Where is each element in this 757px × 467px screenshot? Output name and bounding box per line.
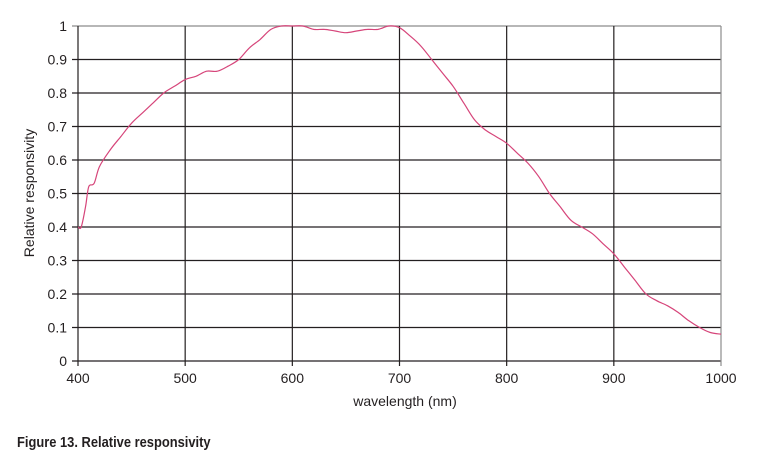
y-axis-ticks: 0 0.1 0.2 0.3 0.4 0.5 0.6 0.7 0.8 0.9 1 [48,18,68,369]
x-tick-label: 800 [495,370,519,386]
y-tick-label: 0.2 [48,286,68,302]
y-tick-label: 0.1 [48,320,68,336]
y-axis-label: Relative responsivity [21,129,37,257]
y-tick-label: 0 [59,353,67,369]
x-axis-label: wavelength (nm) [352,393,457,409]
y-tick-label: 1 [59,18,67,34]
x-axis-ticks: 400 500 600 700 800 900 1000 [66,370,736,386]
y-tick-label: 0.6 [48,152,68,168]
y-tick-label: 0.4 [48,219,68,235]
y-tick-label: 0.5 [48,186,68,202]
figure-caption: Figure 13. Relative responsivity [17,434,211,451]
x-tick-label: 600 [281,370,305,386]
grid-lines [72,25,722,366]
responsivity-curve [77,25,722,335]
x-tick-label: 1000 [705,370,736,386]
y-tick-label: 0.8 [48,85,68,101]
y-tick-label: 0.7 [48,119,68,135]
x-tick-label: 700 [388,370,412,386]
x-tick-label: 500 [173,370,197,386]
x-tick-label: 400 [66,370,90,386]
y-tick-label: 0.3 [48,253,68,269]
y-tick-label: 0.9 [48,52,68,68]
x-tick-label: 900 [602,370,626,386]
